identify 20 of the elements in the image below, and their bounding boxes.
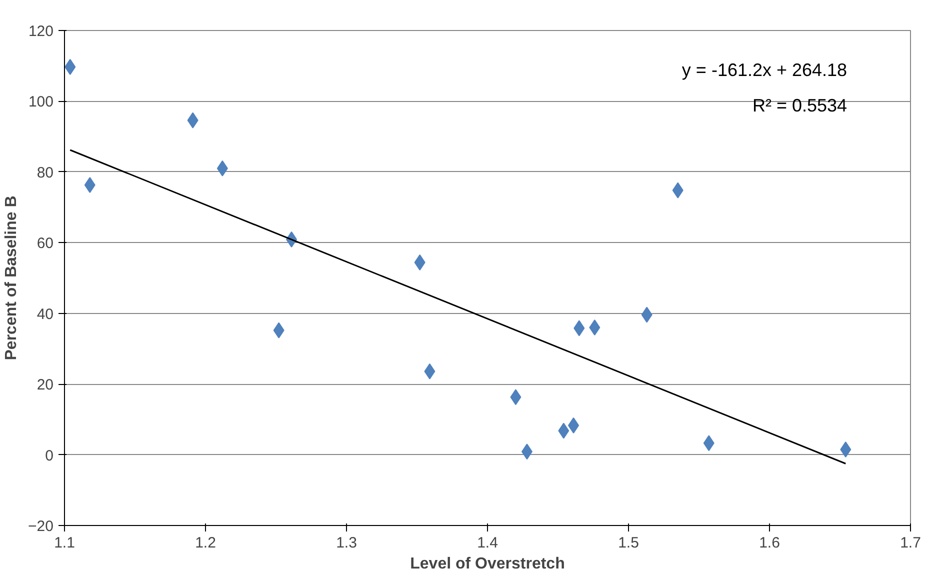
- point: [589, 320, 600, 336]
- x-tick-label: 1.2: [195, 534, 216, 552]
- y-tick-label: 20: [36, 376, 54, 394]
- annotation: y = -161.2x + 264.18: [682, 60, 848, 80]
- y-tick-label: 60: [36, 235, 54, 252]
- x-tick-label: 1.7: [900, 534, 921, 552]
- y-tick-label: −20: [28, 518, 54, 535]
- y-tick-label: 120: [28, 23, 54, 40]
- x-tick-label: 1.6: [759, 534, 780, 552]
- x-axis-title: Level of Overstretch: [410, 556, 565, 572]
- y-axis-title: Percent of Baseline B: [3, 196, 20, 360]
- x-tick-label: 1.1: [54, 534, 75, 552]
- y-tick-label: 40: [36, 306, 54, 323]
- y-tick-label: 0: [45, 447, 54, 464]
- annotation: R² = 0.5534: [752, 95, 848, 116]
- x-tick-label: 1.5: [618, 534, 639, 552]
- x-tick-label: 1.4: [477, 534, 498, 552]
- y-tick-label: 80: [36, 164, 54, 182]
- y-tick-label: 100: [28, 94, 54, 111]
- x-tick-label: 1.3: [336, 534, 357, 552]
